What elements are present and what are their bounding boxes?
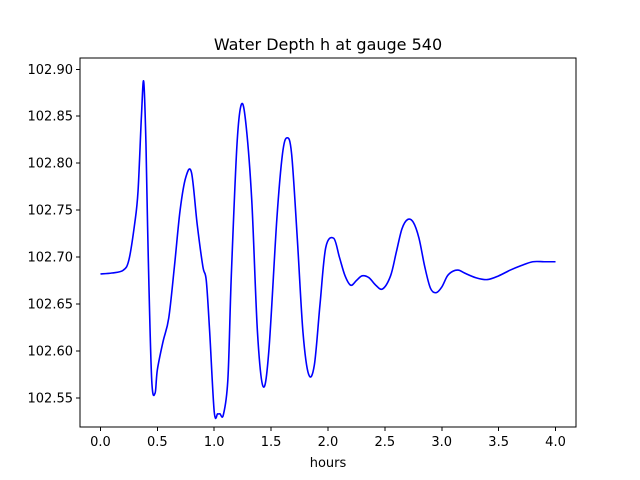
- x-tick-label: 0.5: [147, 435, 168, 450]
- y-tick-label: 102.70: [28, 251, 74, 266]
- x-tick-label: 1.5: [261, 435, 282, 450]
- x-axis-label: hours: [310, 456, 347, 471]
- x-tick-label: 0.0: [90, 435, 111, 450]
- y-tick-label: 102.80: [28, 157, 74, 172]
- x-tick-label: 2.0: [318, 435, 339, 450]
- y-tick-label: 102.55: [28, 391, 74, 406]
- x-tick-label: 1.0: [204, 435, 225, 450]
- y-tick-label: 102.85: [28, 110, 74, 125]
- x-tick-label: 3.5: [488, 435, 509, 450]
- plot-area: 0.0 0.5 1.0 1.5 2.0 2.5 3.0 3.5 4.0 102.55 102.60…: [28, 57, 577, 450]
- x-axis-ticks: 0.0 0.5 1.0 1.5 2.0 2.5 3.0 3.5 4.0: [90, 427, 566, 450]
- series-layer: [100, 80, 556, 420]
- x-tick-label: 4.0: [545, 435, 566, 450]
- axes-frame: [79, 57, 577, 428]
- y-tick-label: 102.75: [28, 204, 74, 219]
- y-tick-label: 102.60: [28, 344, 74, 359]
- x-tick-label: 2.5: [375, 435, 396, 450]
- y-axis-ticks: 102.55 102.60 102.65 102.70 102.75 102.80 102.…: [28, 63, 80, 406]
- y-tick-label: 102.65: [28, 298, 74, 313]
- y-tick-label: 102.90: [28, 63, 74, 78]
- chart-title: Water Depth h at gauge 540: [214, 35, 442, 54]
- x-tick-label: 3.0: [431, 435, 452, 450]
- series-line-0: [100, 80, 556, 420]
